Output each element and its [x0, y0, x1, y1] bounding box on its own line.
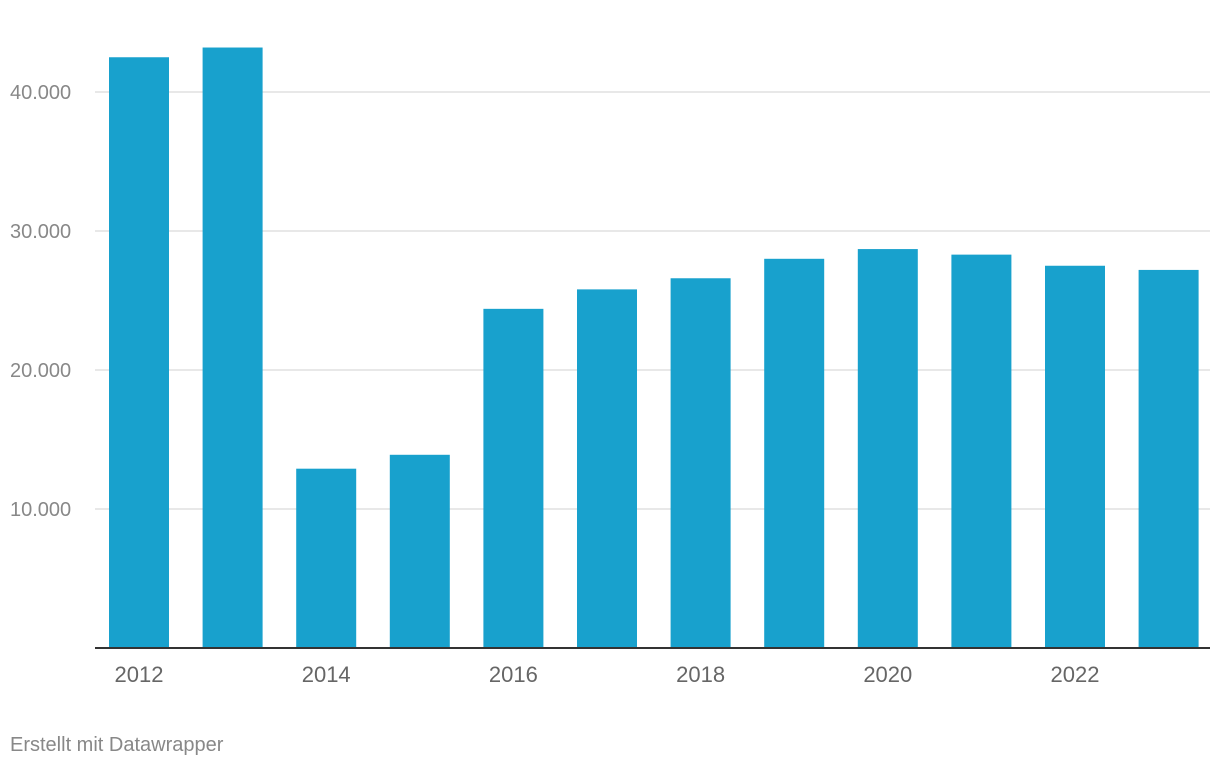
bar-2022 [1045, 265, 1105, 648]
x-tick-label: 2016 [489, 662, 538, 687]
tick-labels: 10.000 20.000 30.000 40.000 2012 2014 2016 2018… [10, 82, 1099, 687]
bar-2020 [857, 249, 918, 648]
bar-2015 [389, 454, 450, 648]
bars [109, 47, 1199, 648]
bar-2021 [951, 254, 1012, 648]
bar-2017 [577, 289, 637, 648]
bar-2016 [483, 308, 544, 648]
gridlines [95, 91, 1210, 510]
x-tick-label: 2014 [302, 662, 351, 687]
bar-2013 [202, 47, 263, 648]
bar-2018 [670, 278, 731, 648]
y-tick-label: 40.000 [10, 82, 71, 104]
x-tick-label: 2020 [863, 662, 912, 687]
y-tick-label: 10.000 [10, 499, 71, 521]
x-tick-label: 2018 [676, 662, 725, 687]
x-tick-label: 2022 [1051, 662, 1100, 687]
bar-2012 [109, 57, 169, 648]
bar-2019 [764, 258, 825, 648]
bar-2023 [1138, 269, 1199, 648]
x-tick-label: 2012 [115, 662, 164, 687]
y-tick-label: 30.000 [10, 221, 71, 243]
y-tick-label: 20.000 [10, 360, 71, 382]
bar-2014 [296, 468, 357, 648]
credit-text: Erstellt mit Datawrapper [10, 734, 224, 756]
